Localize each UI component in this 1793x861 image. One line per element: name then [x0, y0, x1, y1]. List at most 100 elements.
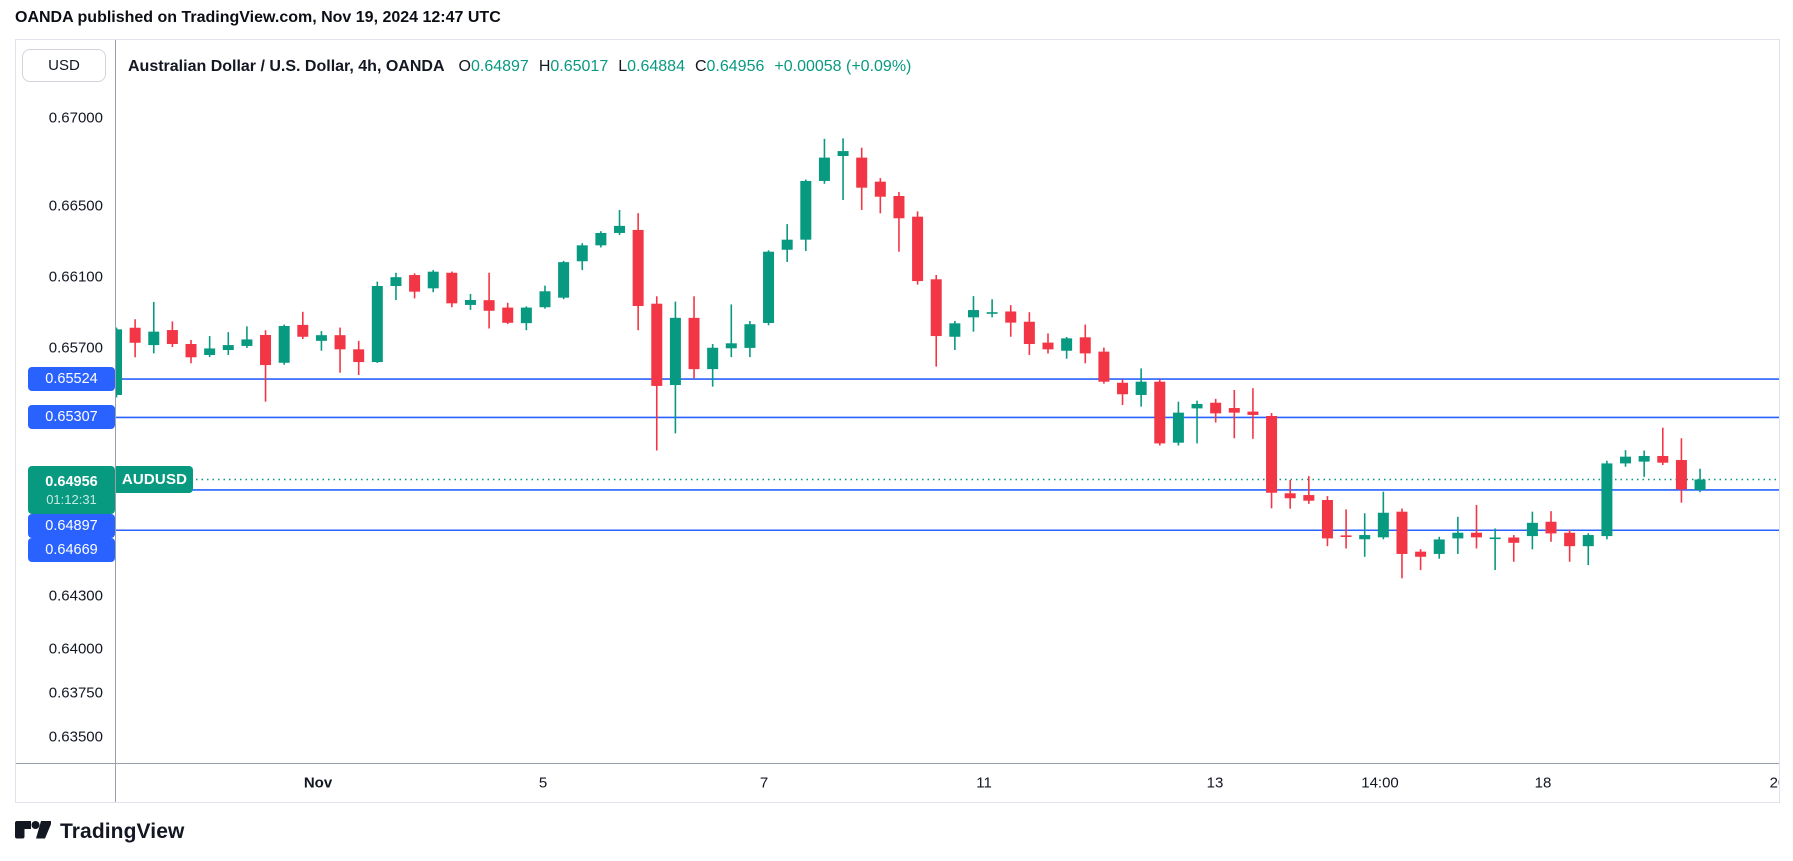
candle-body [1489, 537, 1501, 540]
time-label: 18 [1534, 774, 1552, 792]
candle-body [1582, 535, 1594, 547]
candle-body [1545, 521, 1557, 534]
tradingview-brand[interactable]: TradingView [15, 820, 184, 844]
price-tick: 0.67000 [48, 109, 103, 127]
candle-body [1526, 522, 1538, 537]
candle-body [912, 216, 924, 282]
candle-body [148, 331, 160, 346]
candle-body [1042, 342, 1054, 350]
price-tick: 0.64300 [48, 587, 103, 604]
candle-body [800, 180, 812, 240]
candle-body [502, 307, 514, 323]
candle-body [1266, 416, 1278, 493]
tradingview-logo-icon [15, 820, 51, 838]
candle-body [1061, 338, 1073, 351]
candlestick-chart[interactable] [116, 40, 1779, 763]
candle-body [1154, 381, 1166, 444]
candle-body [204, 348, 216, 355]
candle-body [166, 330, 178, 345]
candle-body [1601, 463, 1613, 537]
candle-body [893, 195, 905, 219]
candle-body [725, 343, 737, 349]
candle-body [260, 335, 272, 366]
candle-body [409, 275, 421, 292]
time-label: 7 [759, 774, 769, 792]
currency-button[interactable]: USD [22, 49, 106, 82]
price-tick: 0.63500 [48, 728, 103, 746]
candle-body [185, 344, 197, 358]
chart-title-row: Australian Dollar / U.S. Dollar, 4h, OAN… [128, 55, 911, 79]
change-value: +0.00058 (+0.09%) [774, 58, 912, 75]
candle-body [1210, 402, 1222, 414]
price-scale[interactable]: 0.67000 0.66500 0.66100 0.65700 0.64300 0.640… [16, 40, 115, 763]
candle-body [1675, 460, 1687, 490]
ohlc-c: C0.64956 [694, 58, 765, 75]
time-label: 14:00 [1361, 774, 1399, 792]
last-price-badge: 0.64956 01:12:31 [28, 465, 115, 514]
candle-body [371, 286, 383, 363]
candle-body [129, 327, 141, 343]
price-scale-separator [115, 40, 116, 802]
candle-body [1564, 532, 1576, 547]
candle-body [1340, 535, 1352, 537]
candle-body [1284, 493, 1296, 499]
candle-body [315, 335, 327, 341]
candle-body [1303, 495, 1315, 501]
last-price-value: 0.64956 [45, 473, 98, 490]
candle-body [967, 310, 979, 318]
time-label: 13 [1206, 774, 1224, 792]
candle-body [1117, 382, 1129, 395]
candle-body [595, 232, 607, 246]
candle-body [1452, 532, 1464, 539]
candle-body [446, 272, 458, 304]
candle-body [222, 345, 234, 351]
brand-text: TradingView [60, 820, 185, 843]
candle-body [390, 277, 402, 287]
symbol-title[interactable]: Australian Dollar / U.S. Dollar, 4h, OAN… [128, 58, 445, 75]
candle-body [1228, 408, 1240, 413]
time-label: 20 [1769, 774, 1779, 792]
level-price-badge: 0.64897 [28, 513, 115, 538]
candle-body [464, 299, 476, 305]
chart-widget: USD Australian Dollar / U.S. Dollar, 4h,… [15, 39, 1780, 803]
time-label: Nov [303, 774, 333, 792]
candle-body [949, 323, 961, 337]
chart-pane[interactable]: AUDUSD [116, 40, 1779, 763]
candle-body [707, 347, 719, 370]
candle-body [818, 157, 830, 181]
candle-body [1470, 532, 1482, 538]
candle-body [763, 251, 775, 323]
candle-body [1657, 455, 1669, 463]
candle-body [1508, 537, 1520, 543]
time-scale-separator [16, 763, 1779, 764]
ticker-badge: AUDUSD [116, 465, 193, 493]
level-price-badge: 0.65307 [28, 405, 115, 430]
candle-body [520, 307, 532, 324]
candle-body [1023, 321, 1035, 345]
candle-body [744, 324, 756, 348]
price-tick: 0.66500 [48, 197, 103, 215]
ohlc-o: O0.64897 [458, 58, 529, 75]
ohlc-h: H0.65017 [538, 58, 609, 75]
ohlc-l: L0.64884 [618, 58, 685, 75]
level-price-badge: 0.64669 [28, 537, 115, 562]
candle-body [483, 300, 495, 311]
time-scale[interactable]: Nov 5 7 11 13 14:00 18 20 [16, 764, 1779, 802]
candle-body [427, 271, 439, 289]
candle-body [278, 325, 290, 363]
candle-body [632, 229, 644, 306]
candle-body [837, 151, 849, 157]
candle-body [1620, 456, 1632, 464]
candle-body [539, 291, 551, 308]
candle-body [1135, 381, 1147, 395]
time-label: 5 [538, 774, 548, 792]
candle-body [1638, 455, 1650, 462]
candle-body [334, 335, 346, 350]
candle-body [1191, 403, 1203, 409]
candle-body [1098, 351, 1110, 382]
publish-note: OANDA published on TradingView.com, Nov … [15, 9, 501, 26]
candle-body [1172, 412, 1184, 443]
candle-body [1005, 311, 1017, 323]
candle-body [856, 157, 868, 188]
price-tick: 0.64000 [48, 640, 103, 658]
